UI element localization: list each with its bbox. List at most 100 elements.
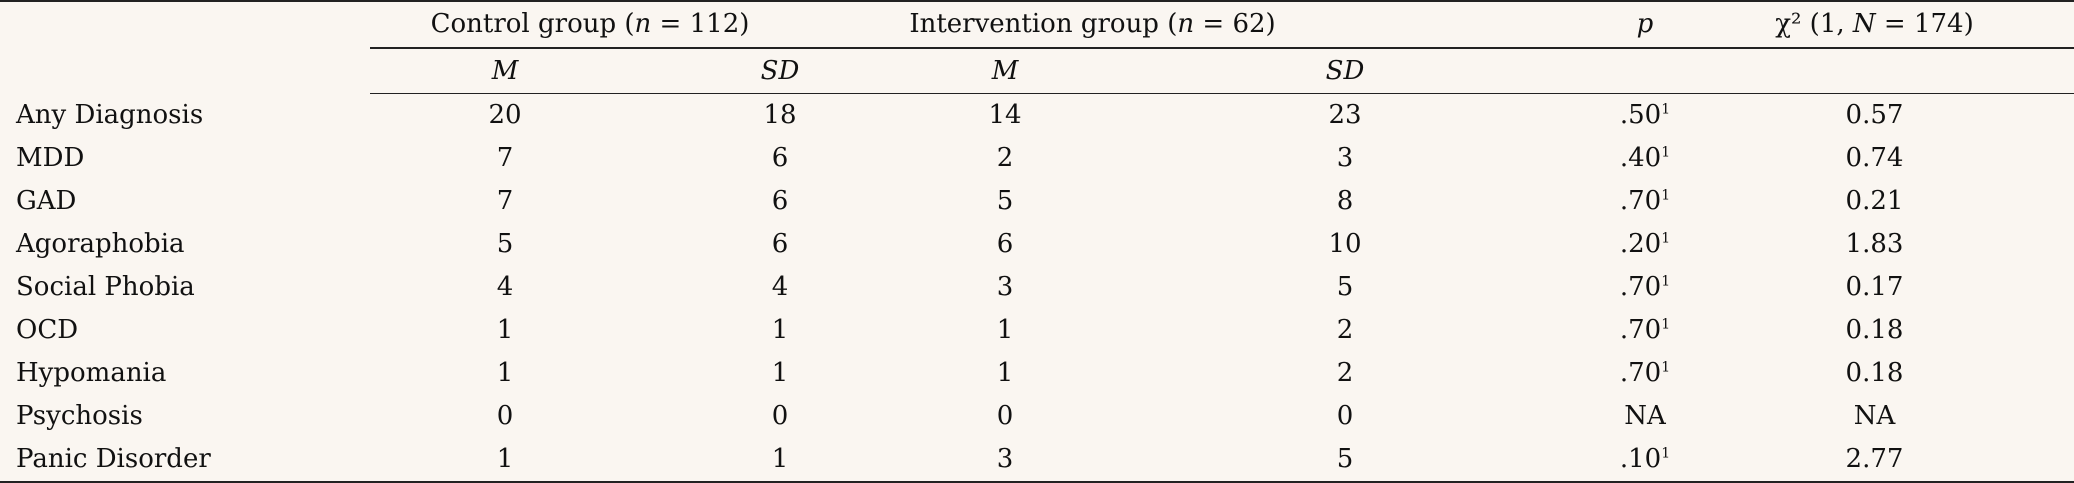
p-value-wrap: NA — [1615, 395, 1675, 438]
control-sd-header: SD — [525, 47, 810, 94]
control-m-header: M — [370, 47, 525, 94]
control-m-value-cell: 20 — [370, 94, 525, 137]
row-label-cell: MDD — [0, 137, 370, 180]
chi-value: 2.77 — [1845, 444, 1904, 474]
control-m-value: 7 — [496, 143, 514, 173]
chi-value: 0.18 — [1845, 315, 1904, 345]
table-row: Agoraphobia 5 6 6 10 .201 1.83 — [0, 223, 2074, 266]
table-row: Panic Disorder 1 1 3 5.101 2.77 — [0, 438, 2074, 482]
row-label-cell: Social Phobia — [0, 266, 370, 309]
control-sd-value-cell: 6 — [525, 223, 810, 266]
p-value-wrap: .201 — [1615, 223, 1675, 266]
intervention-m-value-cell: 1 — [810, 309, 1025, 352]
p-value-cell: .701 — [1375, 352, 1675, 395]
p-value: .50 — [1619, 100, 1662, 130]
control-sd-value: 6 — [771, 143, 789, 173]
p-value: .20 — [1619, 229, 1662, 259]
intervention-sd-header: SD — [1025, 47, 1375, 94]
intervention-m-value-cell: 5 — [810, 180, 1025, 223]
table-row: Psychosis 0 0 0 0 NA NA — [0, 395, 2074, 438]
p-footnote-marker: 1 — [1661, 101, 1671, 118]
intervention-m-value: 14 — [988, 100, 1022, 130]
control-sd-value-cell: 4 — [525, 266, 810, 309]
control-sd-value: 0 — [771, 401, 789, 431]
row-label: MDD — [16, 143, 85, 173]
chi-value-cell: 0.18 — [1675, 309, 2074, 352]
intervention-m-value: 6 — [996, 229, 1014, 259]
row-label-cell: Any Diagnosis — [0, 94, 370, 137]
p-footnote-marker: 1 — [1661, 316, 1671, 333]
intervention-group-label: Intervention group ( — [909, 9, 1178, 39]
control-m-value: 20 — [488, 100, 522, 130]
row-label-cell: OCD — [0, 309, 370, 352]
intervention-sd-value-cell: 0 — [1025, 395, 1375, 438]
intervention-m-value: 2 — [996, 143, 1014, 173]
p-value-cell: .701 — [1375, 180, 1675, 223]
intervention-sd-value: 5 — [1336, 272, 1354, 302]
p-value-wrap: .701 — [1615, 352, 1675, 395]
intervention-m-value: 1 — [996, 315, 1014, 345]
p-value: NA — [1624, 401, 1666, 431]
p-value-cell: .101 — [1375, 438, 1675, 482]
p-value-wrap: .701 — [1615, 266, 1675, 309]
p-value: .70 — [1619, 315, 1662, 345]
intervention-sd-value-cell: 5 — [1025, 438, 1375, 482]
chi-value-cell: NA — [1675, 395, 2074, 438]
p-value: .70 — [1619, 186, 1662, 216]
intervention-m-value-cell: 3 — [810, 266, 1025, 309]
control-sd-value: 1 — [771, 358, 789, 388]
table-row: Any Diagnosis 20 18 14 23 .501 0.57 — [0, 94, 2074, 137]
intervention-sd-value-cell: 10 — [1025, 223, 1375, 266]
intervention-sd-value: 10 — [1328, 229, 1362, 259]
p-value: .70 — [1619, 272, 1662, 302]
control-m-value: 1 — [496, 444, 514, 474]
control-sd-value-cell: 18 — [525, 94, 810, 137]
control-m-label: M — [491, 56, 519, 86]
row-label: Panic Disorder — [16, 444, 211, 474]
p-header: p — [1375, 2, 1675, 48]
p-value-wrap: .101 — [1615, 438, 1675, 481]
control-sd-value: 1 — [771, 315, 789, 345]
p-value-wrap: .501 — [1615, 94, 1675, 137]
control-sd-value: 1 — [771, 444, 789, 474]
control-m-value-cell: 4 — [370, 266, 525, 309]
control-m-value-cell: 5 — [370, 223, 525, 266]
control-m-value: 7 — [496, 186, 514, 216]
chi-value: 0.57 — [1845, 100, 1904, 130]
header-empty-2 — [0, 48, 370, 94]
intervention-sd-value-cell: 23 — [1025, 94, 1375, 137]
table-row: MDD 7 6 2 3 .401 0.74 — [0, 137, 2074, 180]
row-label-cell: Agoraphobia — [0, 223, 370, 266]
p-subheader-empty — [1375, 47, 1675, 94]
control-sd-label: SD — [760, 56, 800, 86]
intervention-m-label: M — [991, 56, 1019, 86]
chi-N: N — [1852, 9, 1876, 39]
chi-value-cell: 2.77 — [1675, 438, 2074, 482]
row-label: Psychosis — [16, 401, 143, 431]
control-sd-value-cell: 6 — [525, 180, 810, 223]
header-row-stats: M SD M SD — [0, 47, 2074, 94]
control-m-value-cell: 1 — [370, 352, 525, 395]
control-sd-value: 18 — [763, 100, 797, 130]
p-footnote-marker: 1 — [1661, 273, 1671, 290]
control-sd-value-cell: 1 — [525, 352, 810, 395]
p-label: p — [1636, 9, 1654, 39]
control-sd-value-cell: 1 — [525, 438, 810, 482]
control-group-label: Control group ( — [430, 9, 635, 39]
p-value: .10 — [1619, 444, 1662, 474]
intervention-sd-value: 0 — [1336, 401, 1354, 431]
p-footnote-marker: 1 — [1661, 144, 1671, 161]
intervention-sd-value-cell: 5 — [1025, 266, 1375, 309]
intervention-sd-value: 8 — [1336, 186, 1354, 216]
intervention-sd-value-cell: 2 — [1025, 309, 1375, 352]
row-label-cell: Panic Disorder — [0, 438, 370, 482]
intervention-sd-value-cell: 2 — [1025, 352, 1375, 395]
intervention-group-header: Intervention group (n = 62) — [810, 2, 1375, 48]
row-label: GAD — [16, 186, 77, 216]
row-label-cell: Psychosis — [0, 395, 370, 438]
intervention-m-header: M — [810, 47, 1025, 94]
p-value-wrap: .401 — [1615, 137, 1675, 180]
intervention-m-value-cell: 6 — [810, 223, 1025, 266]
control-m-value-cell: 7 — [370, 137, 525, 180]
control-sd-value-cell: 0 — [525, 395, 810, 438]
